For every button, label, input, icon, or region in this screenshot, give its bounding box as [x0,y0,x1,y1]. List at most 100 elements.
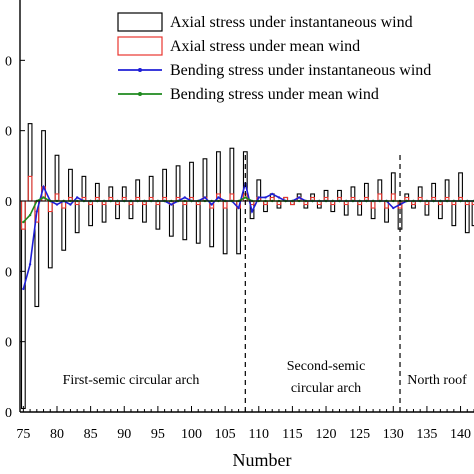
point-s2-x116 [297,196,301,199]
annotation-0-line-0: First-semic circular arch [63,373,200,388]
bar-s0-x91 [128,200,134,220]
bar-s0-x102 [202,158,208,202]
bar-s0-x121 [330,200,336,213]
point-s2-x110 [257,196,260,199]
legend-swatch-1 [117,36,163,56]
bar-s0-x126 [363,182,369,202]
bar-s0-x127 [370,200,376,220]
bar-s0-x141 [464,200,470,234]
legend-label-2: Bending stress under instantaneous wind [170,62,431,79]
dividers-layer [244,155,401,412]
bar-s1-x79 [47,200,53,213]
point-s3-x75 [22,220,25,224]
annotation-2-line-0: North roof [407,373,467,388]
bar-s1-x76 [27,175,33,202]
bar-s0-x101 [195,200,201,244]
bar-s0-x130 [390,172,396,202]
y-tick-label-0: 0 [5,406,12,421]
bar-s0-x137 [437,200,443,220]
x-tick-label-7: 110 [249,427,269,442]
x-tick-label-11: 130 [383,427,404,442]
bar-s0-x129 [384,200,389,223]
x-axis-label: Number [233,450,292,470]
legend-marker-3 [138,92,142,96]
legend-label-1: Axial stress under mean wind [170,38,360,55]
point-s3-x76 [28,213,32,217]
y-tick-label-5: 0 [5,54,12,69]
y-tick-label-2: 0 [5,265,12,280]
bar-s0-x106 [229,147,235,202]
x-tick-label-12: 135 [416,427,437,442]
bar-s0-x100 [189,161,194,202]
x-tick-label-2: 85 [84,427,98,442]
bar-s0-x86 [94,182,100,202]
x-tick-label-5: 100 [181,427,202,442]
annotation-1-line-1: circular arch [291,381,361,396]
point-s2-x82 [69,203,72,206]
point-s2-x107 [237,206,240,210]
bar-s0-x134 [417,186,423,202]
bar-s0-x105 [222,200,228,255]
bar-s0-x76 [27,123,33,202]
bar-s0-x90 [121,186,127,202]
point-s2-x113 [277,196,281,199]
bar-s0-x135 [424,200,430,216]
bar-s0-x140 [458,172,463,202]
bar-s0-x136 [431,182,437,202]
x-tick-label-6: 105 [215,427,236,442]
point-s3-x108 [244,196,247,199]
point-s2-x77 [35,210,39,213]
point-s2-x104 [217,196,220,199]
bar-s0-x120 [323,189,329,202]
lines-layer [22,182,474,291]
point-s3-x78 [42,196,45,199]
bar-s0-x128 [377,179,383,202]
point-s2-x102 [203,196,207,199]
legend-marker-2 [138,68,142,72]
x-tick-label-3: 90 [117,427,131,442]
bar-s0-x125 [357,200,363,216]
point-s2-x75 [22,287,25,291]
x-tick-label-8: 115 [282,427,302,442]
x-tick-label-13: 140 [450,427,471,442]
legend-label-3: Bending stress under mean wind [170,86,379,103]
point-s2-x99 [183,196,186,199]
axes-layer: 0 0 0 0 0 0 75 80 85 90 95 100 105 110 115 120 125 130 135… [5,0,474,442]
point-s2-x103 [210,203,213,206]
bar-s0-x97 [168,200,174,237]
point-s2-x76 [28,263,32,266]
x-tick-label-4: 95 [151,427,165,442]
bar-s0-x75 [20,200,26,410]
bar-s0-x124 [350,186,356,202]
point-s2-x78 [42,185,45,189]
bar-s0-x122 [337,189,342,202]
point-s2-x83 [75,196,79,199]
y-tick-label-4: 0 [5,125,12,140]
y-tick-label-1: 0 [5,336,12,351]
bar-s0-x83 [74,200,80,234]
bar-s0-x95 [155,200,161,230]
point-s2-x97 [170,203,173,206]
point-s2-x130 [392,206,395,210]
x-tick-label-10: 125 [349,427,370,442]
bar-s1-x75 [20,200,26,230]
bar-s0-x99 [182,200,188,241]
x-tick-label-1: 80 [50,427,64,442]
annotation-1-line-0: Second-semic [287,359,366,374]
bar-s0-x98 [175,165,181,202]
legend: Axial stress under instantaneous wind Axi… [117,12,431,103]
bar-s0-x96 [162,168,168,202]
y-tick-label-3: 0 [5,195,12,210]
point-s2-x80 [55,203,59,206]
point-s2-x112 [271,192,274,196]
bar-s0-x111 [263,200,268,213]
annotations-layer: First-semic circular arch Second-semic cir… [63,359,468,396]
legend-label-0: Axial stress under instantaneous wind [170,14,413,31]
point-s2-x109 [250,210,254,213]
bar-s0-x89 [115,200,120,220]
bar-s0-x82 [68,168,73,202]
point-s2-x111 [264,196,267,199]
legend-swatch-0 [117,12,163,32]
bar-s0-x123 [343,200,349,216]
